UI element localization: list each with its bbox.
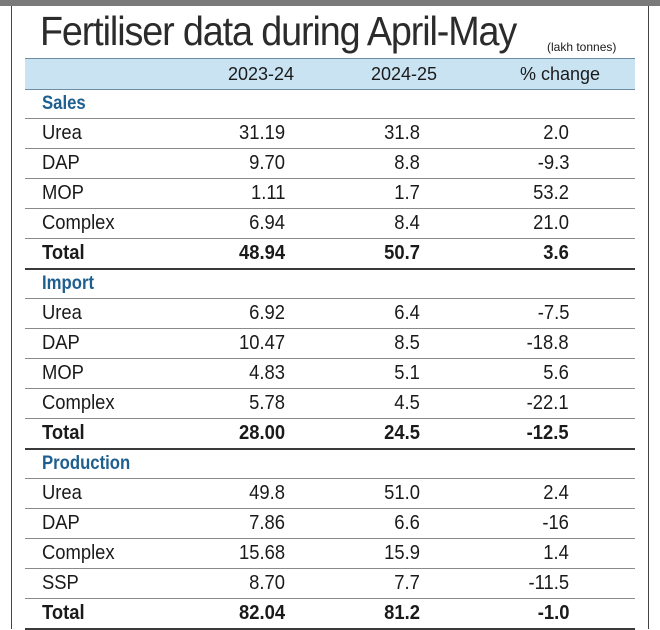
- value-change: 2.0: [543, 122, 569, 144]
- value-2024-25: 6.4: [394, 302, 420, 324]
- value-2023-24: 49.8: [249, 482, 285, 504]
- section-header-production: Production: [25, 450, 635, 479]
- col-header-2023-24: 2023-24: [228, 64, 295, 84]
- table-row: MOP 4.83 5.1 5.6: [25, 359, 635, 389]
- value-2024-25: 81.2: [384, 602, 420, 624]
- table-row: Urea 31.19 31.8 2.0: [25, 119, 635, 149]
- value-change: 5.6: [543, 362, 569, 384]
- table-row: DAP 9.70 8.8 -9.3: [25, 149, 635, 179]
- value-2023-24: 31.19: [238, 122, 285, 144]
- section-header-sales: Sales: [25, 90, 635, 119]
- row-label: DAP: [42, 512, 80, 534]
- table-row: DAP 7.86 6.6 -16: [25, 509, 635, 539]
- right-rule: [648, 6, 649, 629]
- row-label: MOP: [42, 362, 84, 384]
- table-row: SSP 8.70 7.7 -11.5: [25, 569, 635, 599]
- value-2023-24: 4.83: [249, 362, 285, 384]
- section-header-import: Import: [25, 270, 635, 299]
- value-change: 53.2: [533, 182, 569, 204]
- left-rule: [11, 6, 12, 629]
- row-label: Complex: [42, 542, 115, 564]
- row-label: SSP: [42, 572, 79, 594]
- total-row: Total 82.04 81.2 -1.0: [25, 599, 635, 630]
- value-change: -18.8: [527, 332, 569, 354]
- value-change: -12.5: [527, 422, 569, 444]
- value-change: -7.5: [537, 302, 569, 324]
- value-change: -1.0: [537, 602, 569, 624]
- value-2024-25: 4.5: [394, 392, 420, 414]
- value-2024-25: 8.4: [394, 212, 420, 234]
- row-label: DAP: [42, 152, 80, 174]
- row-label: Urea: [42, 302, 82, 324]
- value-2024-25: 8.8: [394, 152, 420, 174]
- value-2024-25: 31.8: [384, 122, 420, 144]
- table-row: Complex 6.94 8.4 21.0: [25, 209, 635, 239]
- value-2024-25: 15.9: [384, 542, 420, 564]
- value-2024-25: 1.7: [394, 182, 420, 204]
- table-row: Complex 15.68 15.9 1.4: [25, 539, 635, 569]
- fertiliser-table: 2023-24 2024-25 % change Sales Urea 31.19…: [25, 58, 635, 630]
- value-2023-24: 82.04: [238, 602, 285, 624]
- row-label: MOP: [42, 182, 84, 204]
- table-row: Complex 5.78 4.5 -22.1: [25, 389, 635, 419]
- value-2023-24: 10.47: [238, 332, 285, 354]
- value-2023-24: 48.94: [238, 242, 285, 264]
- value-2024-25: 8.5: [394, 332, 420, 354]
- table-row: DAP 10.47 8.5 -18.8: [25, 329, 635, 359]
- value-2023-24: 6.92: [249, 302, 285, 324]
- row-label: Urea: [42, 122, 82, 144]
- row-label: Complex: [42, 392, 115, 414]
- value-2024-25: 6.6: [394, 512, 420, 534]
- value-2023-24: 28.00: [238, 422, 285, 444]
- value-2023-24: 7.86: [249, 512, 285, 534]
- value-2023-24: 8.70: [249, 572, 285, 594]
- row-label: Urea: [42, 482, 82, 504]
- unit-label: (lakh tonnes): [547, 40, 617, 54]
- table-row: MOP 1.11 1.7 53.2: [25, 179, 635, 209]
- total-row: Total 28.00 24.5 -12.5: [25, 419, 635, 450]
- row-label: Total: [42, 602, 85, 624]
- value-2024-25: 24.5: [384, 422, 420, 444]
- value-2023-24: 6.94: [249, 212, 285, 234]
- value-2023-24: 15.68: [238, 542, 285, 564]
- page-title: Fertiliser data during April-May: [40, 8, 517, 54]
- row-label: Total: [42, 242, 85, 264]
- total-row: Total 48.94 50.7 3.6: [25, 239, 635, 270]
- top-bar: [0, 0, 660, 6]
- table-row: Urea 6.92 6.4 -7.5: [25, 299, 635, 329]
- value-2024-25: 7.7: [394, 572, 420, 594]
- section-title: Import: [42, 273, 95, 294]
- row-label: Complex: [42, 212, 115, 234]
- value-2023-24: 5.78: [249, 392, 285, 414]
- value-change: 21.0: [533, 212, 569, 234]
- value-2024-25: 5.1: [394, 362, 420, 384]
- value-change: -11.5: [528, 572, 569, 594]
- table-header: 2023-24 2024-25 % change: [25, 58, 635, 90]
- value-2023-24: 1.11: [250, 182, 285, 204]
- section-title: Sales: [42, 93, 86, 114]
- value-change: -22.1: [527, 392, 569, 414]
- value-change: -9.3: [537, 152, 569, 174]
- value-2024-25: 50.7: [384, 242, 420, 264]
- col-header-change: % change: [520, 64, 601, 84]
- section-title: Production: [42, 453, 131, 474]
- table-row: Urea 49.8 51.0 2.4: [25, 479, 635, 509]
- value-2023-24: 9.70: [249, 152, 285, 174]
- value-change: 2.4: [543, 482, 569, 504]
- value-2024-25: 51.0: [384, 482, 420, 504]
- row-label: Total: [42, 422, 85, 444]
- value-change: 1.4: [543, 542, 569, 564]
- row-label: DAP: [42, 332, 80, 354]
- col-header-2024-25: 2024-25: [371, 64, 438, 84]
- value-change: 3.6: [543, 242, 569, 264]
- value-change: -16: [542, 512, 569, 534]
